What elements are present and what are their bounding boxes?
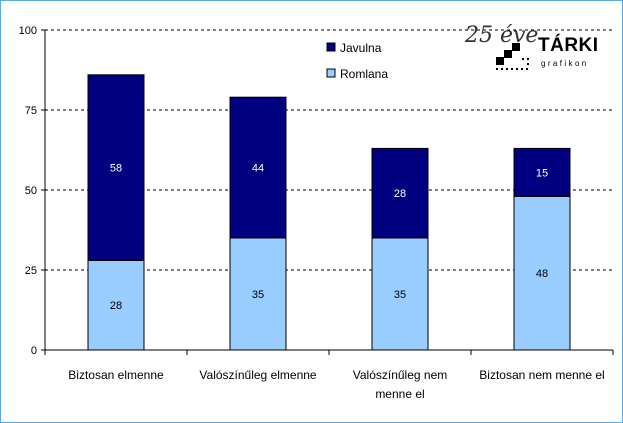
legend-label-romlana: Romlana <box>340 67 388 81</box>
bar-javulna <box>513 147 571 197</box>
logo-subtitle: grafikon <box>541 59 589 68</box>
data-label: 35 <box>394 289 406 301</box>
bar-romlana <box>371 237 429 351</box>
gridlines <box>45 29 613 271</box>
bar-javulna <box>87 74 145 261</box>
data-label: 35 <box>252 289 264 301</box>
stair-logo-icon <box>496 43 529 70</box>
category-label: Valószínűleg nem <box>353 368 448 382</box>
legend: Javulna Romlana <box>326 41 388 81</box>
bar-javulna <box>229 96 287 239</box>
data-label: 28 <box>110 300 122 312</box>
category-label: Biztosan nem menne el <box>479 368 604 382</box>
bar-romlana <box>513 195 571 351</box>
data-label: 44 <box>252 163 264 175</box>
data-label: 28 <box>394 188 406 200</box>
axes: 0 25 50 75 100 Biztosan elmenne Valószínűleg e… <box>19 25 614 401</box>
tarki-logo: 25 éve TÁRKI grafikon <box>463 21 613 77</box>
data-label: 58 <box>110 163 122 175</box>
data-label: 48 <box>536 268 548 280</box>
logo-year-text: 25 éve <box>465 23 539 48</box>
legend-swatch-javulna <box>326 42 336 52</box>
legend-swatch-romlana <box>326 68 336 78</box>
data-label: 15 <box>536 167 548 179</box>
y-tick-label: 100 <box>19 25 37 37</box>
logo-name: TÁRKI <box>538 35 599 56</box>
bar-javulna <box>371 147 429 239</box>
category-label: menne el <box>375 387 424 401</box>
category-label: Biztosan elmenne <box>68 368 164 382</box>
y-tick-label: 25 <box>25 265 37 277</box>
y-tick-label: 50 <box>25 185 37 197</box>
y-tick-label: 0 <box>31 345 37 357</box>
category-label: Valószínűleg elmenne <box>199 368 317 382</box>
legend-label-javulna: Javulna <box>340 41 382 55</box>
y-tick-label: 75 <box>25 105 37 117</box>
bars: 28 58 35 44 35 28 48 15 <box>87 74 571 351</box>
